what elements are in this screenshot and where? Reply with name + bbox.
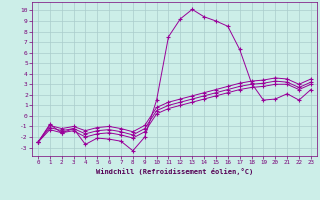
X-axis label: Windchill (Refroidissement éolien,°C): Windchill (Refroidissement éolien,°C) [96,168,253,175]
